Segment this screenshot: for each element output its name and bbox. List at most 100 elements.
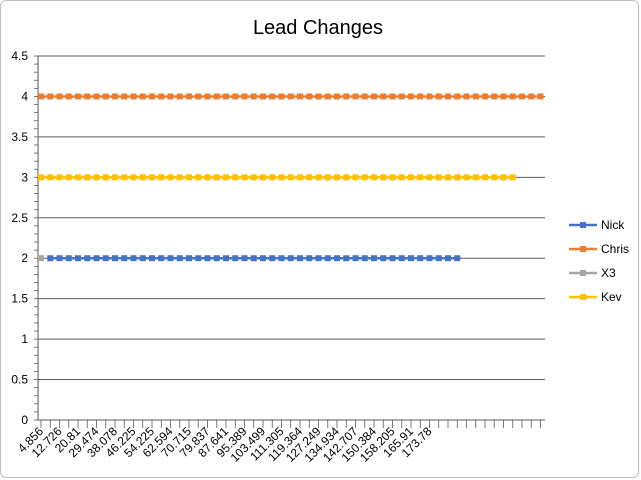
- data-point: [56, 93, 63, 100]
- data-point: [139, 174, 146, 181]
- data-point: [297, 93, 303, 100]
- data-point: [306, 255, 313, 262]
- data-point: [445, 93, 451, 100]
- data-point: [223, 93, 229, 100]
- data-point: [371, 174, 377, 181]
- legend-label: Chris: [601, 242, 629, 256]
- data-point: [509, 93, 516, 100]
- data-point: [472, 174, 479, 181]
- data-point: [287, 93, 294, 100]
- data-point: [380, 93, 387, 100]
- data-point: [213, 93, 220, 100]
- data-point: [158, 93, 165, 100]
- data-point: [223, 174, 229, 181]
- data-point: [130, 93, 137, 100]
- data-point: [519, 93, 525, 100]
- data-point: [250, 174, 257, 181]
- data-point: [371, 93, 377, 100]
- data-point: [232, 174, 239, 181]
- data-point: [241, 93, 248, 100]
- legend-marker: [580, 294, 586, 300]
- data-point: [454, 255, 461, 262]
- data-point: [84, 174, 91, 181]
- data-point: [84, 93, 91, 100]
- data-point: [204, 174, 211, 181]
- data-point: [84, 255, 91, 262]
- series-nick: [47, 255, 461, 262]
- data-point: [176, 93, 183, 100]
- data-point: [38, 174, 44, 181]
- data-point: [398, 93, 405, 100]
- data-point: [176, 174, 183, 181]
- y-tick-label: 1.5: [11, 292, 28, 306]
- axes: [34, 55, 545, 428]
- data-point: [482, 93, 488, 100]
- data-point: [491, 93, 498, 100]
- gridlines: [38, 55, 545, 381]
- data-point: [287, 255, 294, 262]
- data-point: [167, 255, 174, 262]
- data-point: [408, 255, 414, 262]
- data-point: [223, 255, 229, 262]
- y-tick-labels: 0 0.5 1 1.5 2 2.5 3 3.5 4 4.5: [11, 49, 28, 427]
- data-point: [102, 93, 109, 100]
- data-point: [149, 255, 155, 262]
- data-point: [260, 174, 266, 181]
- data-point: [528, 93, 535, 100]
- data-point: [38, 93, 44, 100]
- data-point: [250, 255, 257, 262]
- data-point: [47, 174, 54, 181]
- data-point: [139, 255, 146, 262]
- data-point: [93, 93, 100, 100]
- data-point: [324, 255, 331, 262]
- data-point: [56, 174, 63, 181]
- legend-label: Kev: [601, 290, 622, 304]
- legend: Nick Chris X3 Kev: [569, 218, 629, 304]
- data-point: [241, 255, 248, 262]
- legend-marker: [580, 270, 586, 276]
- data-point: [324, 93, 331, 100]
- chart-title: Lead Changes: [253, 17, 383, 39]
- data-point: [352, 255, 359, 262]
- data-point: [417, 174, 424, 181]
- y-tick-label: 1: [21, 332, 28, 346]
- data-point: [38, 255, 44, 262]
- data-point: [121, 174, 128, 181]
- data-point: [343, 255, 350, 262]
- series-lines: [38, 93, 544, 262]
- data-point: [250, 93, 257, 100]
- data-point: [352, 174, 359, 181]
- data-point: [352, 93, 359, 100]
- data-point: [408, 93, 414, 100]
- legend-item-kev: Kev: [569, 290, 622, 304]
- y-tick-label: 3: [21, 170, 28, 184]
- data-point: [93, 255, 100, 262]
- data-point: [324, 174, 331, 181]
- data-point: [241, 174, 248, 181]
- data-point: [167, 174, 174, 181]
- series-kev: [38, 174, 516, 181]
- data-point: [343, 174, 350, 181]
- data-point: [361, 174, 368, 181]
- data-point: [297, 255, 303, 262]
- data-point: [149, 174, 155, 181]
- data-point: [426, 93, 433, 100]
- data-point: [500, 93, 507, 100]
- data-point: [417, 93, 424, 100]
- data-point: [278, 174, 285, 181]
- data-point: [389, 93, 396, 100]
- data-point: [361, 255, 368, 262]
- data-point: [130, 255, 137, 262]
- data-point: [315, 255, 322, 262]
- data-point: [75, 93, 81, 100]
- data-point: [454, 93, 461, 100]
- data-point: [56, 255, 63, 262]
- data-point: [213, 174, 220, 181]
- data-point: [269, 174, 276, 181]
- data-point: [260, 93, 266, 100]
- data-point: [297, 174, 303, 181]
- data-point: [426, 255, 433, 262]
- data-point: [260, 255, 266, 262]
- y-tick-label: 0.5: [11, 373, 28, 387]
